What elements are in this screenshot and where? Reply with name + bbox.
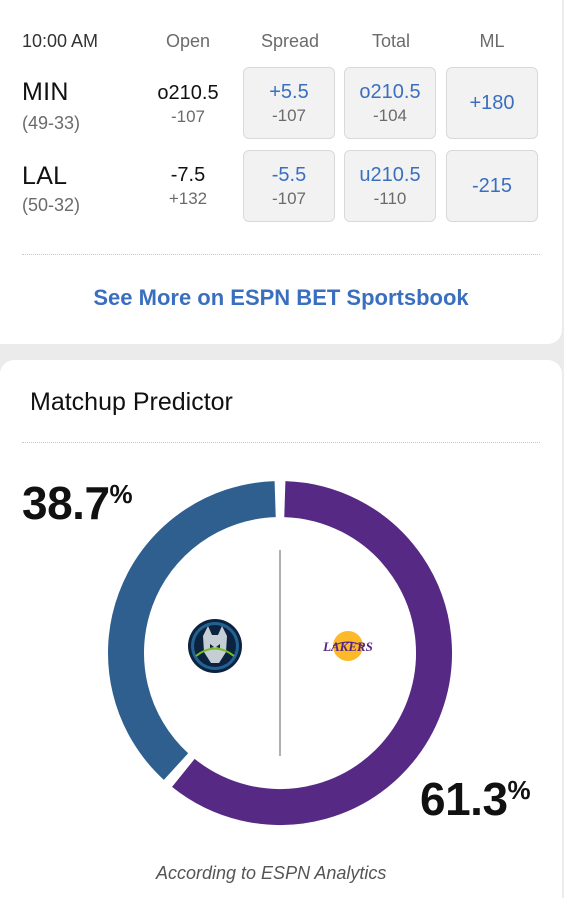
header-ml: ML xyxy=(479,31,505,51)
see-more-link[interactable]: See More on ESPN BET Sportsbook xyxy=(93,285,469,310)
predictor-divider xyxy=(22,442,540,443)
open-line-lal: -7.5 +132 xyxy=(133,164,243,209)
header-spread: Spread xyxy=(260,31,320,51)
total-sub-lal: -110 xyxy=(373,188,407,208)
lal-win-percentage: 61.3% xyxy=(420,772,531,826)
spread-sub-min: -107 xyxy=(271,105,307,125)
total-button-min[interactable]: o210.5 -104 xyxy=(344,67,436,139)
header-open: Open xyxy=(165,31,211,51)
svg-text:LAKERS: LAKERS xyxy=(322,639,373,654)
open-line-min: o210.5 -107 xyxy=(133,82,243,127)
min-probability-arc xyxy=(108,481,276,780)
lal-pct-symbol: % xyxy=(507,775,531,805)
min-pct-value: 38.7 xyxy=(22,477,110,529)
team-abbr-lal: LAL xyxy=(22,162,68,190)
moneyline-button-min[interactable]: +180 xyxy=(446,67,538,139)
lakers-logo-icon: LAKERS xyxy=(322,631,373,661)
open-main-lal: -7.5 xyxy=(170,164,206,186)
header-total: Total xyxy=(371,31,411,51)
predictor-title: Matchup Predictor xyxy=(30,388,233,416)
spread-button-min[interactable]: +5.5 -107 xyxy=(243,67,335,139)
game-time: 10:00 AM xyxy=(22,31,99,51)
moneyline-min: +180 xyxy=(469,91,515,114)
open-sub-lal: +132 xyxy=(168,189,208,208)
spread-main-min: +5.5 xyxy=(269,80,309,103)
spread-sub-lal: -107 xyxy=(271,188,307,208)
team-record-min: (49-33) xyxy=(22,113,81,133)
open-main-min: o210.5 xyxy=(157,82,219,104)
odds-divider xyxy=(22,254,540,255)
team-record-lal: (50-32) xyxy=(22,195,81,215)
odds-card: 10:00 AM Open Spread Total ML MIN (49-33… xyxy=(0,0,562,344)
spread-main-lal: -5.5 xyxy=(271,163,307,186)
moneyline-button-lal[interactable]: -215 xyxy=(446,150,538,222)
team-abbr-min: MIN xyxy=(22,78,69,106)
predictor-source: According to ESPN Analytics xyxy=(156,863,387,883)
moneyline-lal: -215 xyxy=(471,174,513,197)
win-probability-donut: LAKERS xyxy=(108,481,453,825)
matchup-predictor-card: Matchup Predictor LAKERS 38.7% 61.3% Acc… xyxy=(0,360,562,898)
timberwolves-logo-icon xyxy=(188,619,242,673)
total-main-lal: u210.5 xyxy=(359,163,421,186)
min-pct-symbol: % xyxy=(109,479,133,509)
total-sub-min: -104 xyxy=(372,105,408,125)
total-main-min: o210.5 xyxy=(359,80,421,103)
total-button-lal[interactable]: u210.5 -110 xyxy=(344,150,436,222)
lal-probability-arc xyxy=(172,481,453,825)
open-sub-min: -107 xyxy=(170,107,206,126)
lal-pct-value: 61.3 xyxy=(420,773,508,825)
spread-button-lal[interactable]: -5.5 -107 xyxy=(243,150,335,222)
min-win-percentage: 38.7% xyxy=(22,476,133,530)
